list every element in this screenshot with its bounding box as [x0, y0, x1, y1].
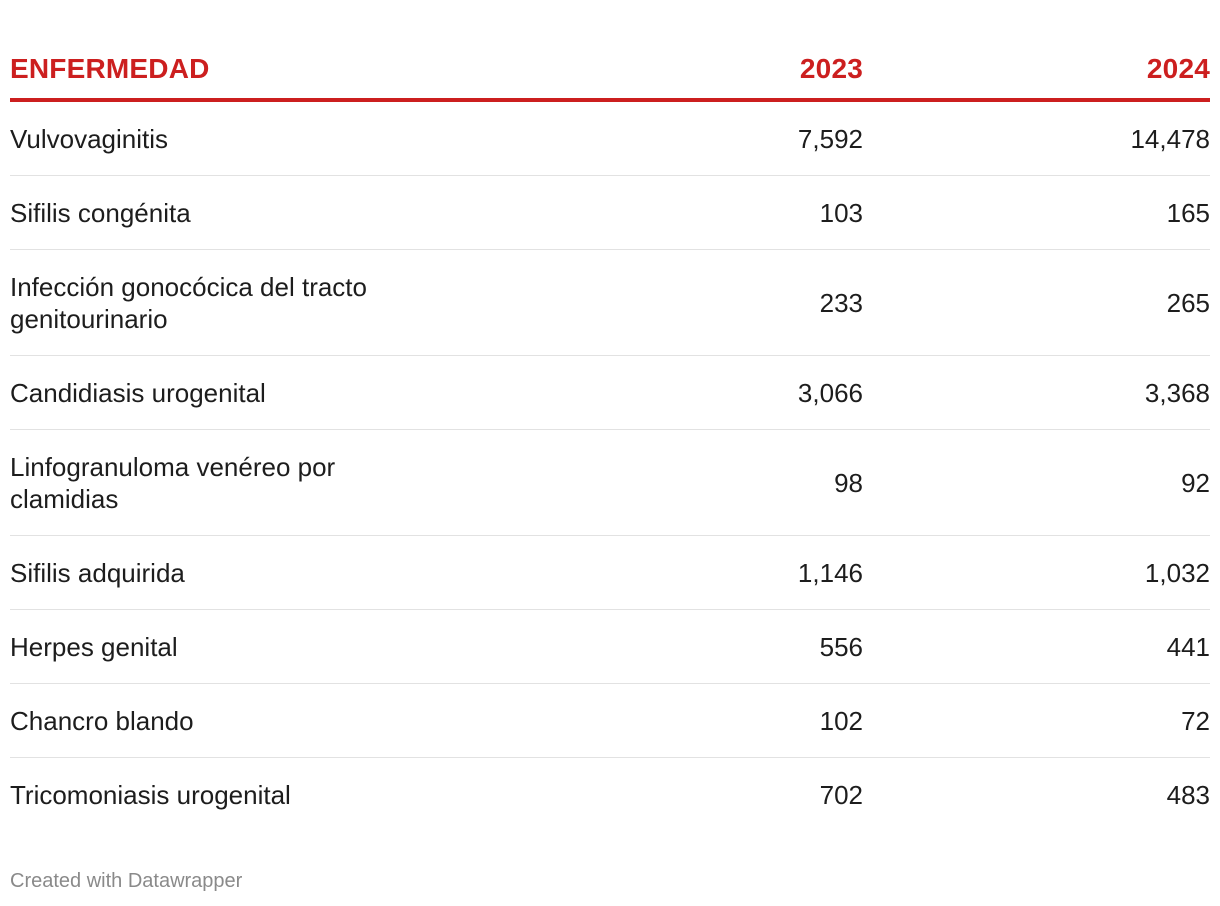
table-row: Sifilis adquirida 1,146 1,032: [10, 535, 1210, 610]
value-2024: 72: [863, 683, 1210, 758]
disease-name: Herpes genital: [10, 609, 530, 684]
value-2023: 98: [530, 429, 863, 536]
value-2024: 14,478: [863, 100, 1210, 176]
disease-name: Sifilis adquirida: [10, 535, 530, 610]
value-2024: 165: [863, 175, 1210, 250]
data-table: ENFERMEDAD 2023 2024 Vulvovaginitis 7,592…: [10, 40, 1210, 831]
disease-name: Vulvovaginitis: [10, 100, 530, 176]
table-row: Candidiasis urogenital 3,066 3,368: [10, 355, 1210, 430]
table-row: Sifilis congénita 103 165: [10, 175, 1210, 250]
value-2023: 103: [530, 175, 863, 250]
disease-name: Candidiasis urogenital: [10, 355, 530, 430]
value-2024: 441: [863, 609, 1210, 684]
value-2024: 92: [863, 429, 1210, 536]
disease-name: Chancro blando: [10, 683, 530, 758]
table-body: Vulvovaginitis 7,592 14,478 Sifilis congéni…: [10, 100, 1210, 831]
table-row: Chancro blando 102 72: [10, 683, 1210, 758]
table-row: Tricomoniasis urogenital 702 483: [10, 758, 1210, 832]
value-2023: 3,066: [530, 355, 863, 430]
header-row: ENFERMEDAD 2023 2024: [10, 40, 1210, 102]
table-row: Infección gonocócica del tracto genitour…: [10, 249, 1210, 356]
disease-name: Linfogranuloma venéreo por clamidias: [10, 429, 530, 536]
table-row: Herpes genital 556 441: [10, 609, 1210, 684]
disease-name: Tricomoniasis urogenital: [10, 779, 291, 810]
value-2023: 7,592: [530, 100, 863, 176]
table-row: Linfogranuloma venéreo por clamidias 98 92: [10, 429, 1210, 536]
value-2024: 265: [863, 249, 1210, 356]
column-header-2024[interactable]: 2024: [863, 40, 1210, 102]
value-2023: 1,146: [530, 535, 863, 610]
value-2023: 556: [530, 609, 863, 684]
value-2024: 3,368: [863, 355, 1210, 430]
value-2024: 483: [1166, 779, 1210, 810]
column-header-enfermedad[interactable]: ENFERMEDAD: [10, 40, 530, 102]
value-2023: 102: [530, 683, 863, 758]
column-header-2023[interactable]: 2023: [530, 40, 863, 102]
value-2024: 1,032: [863, 535, 1210, 610]
table-row: Vulvovaginitis 7,592 14,478: [10, 100, 1210, 176]
disease-name: Infección gonocócica del tracto genitour…: [10, 249, 530, 356]
value-2023: 233: [530, 249, 863, 356]
disease-name: Sifilis congénita: [10, 175, 530, 250]
footer-credit: Created with Datawrapper: [10, 870, 243, 892]
value-2023: 702: [819, 779, 863, 810]
